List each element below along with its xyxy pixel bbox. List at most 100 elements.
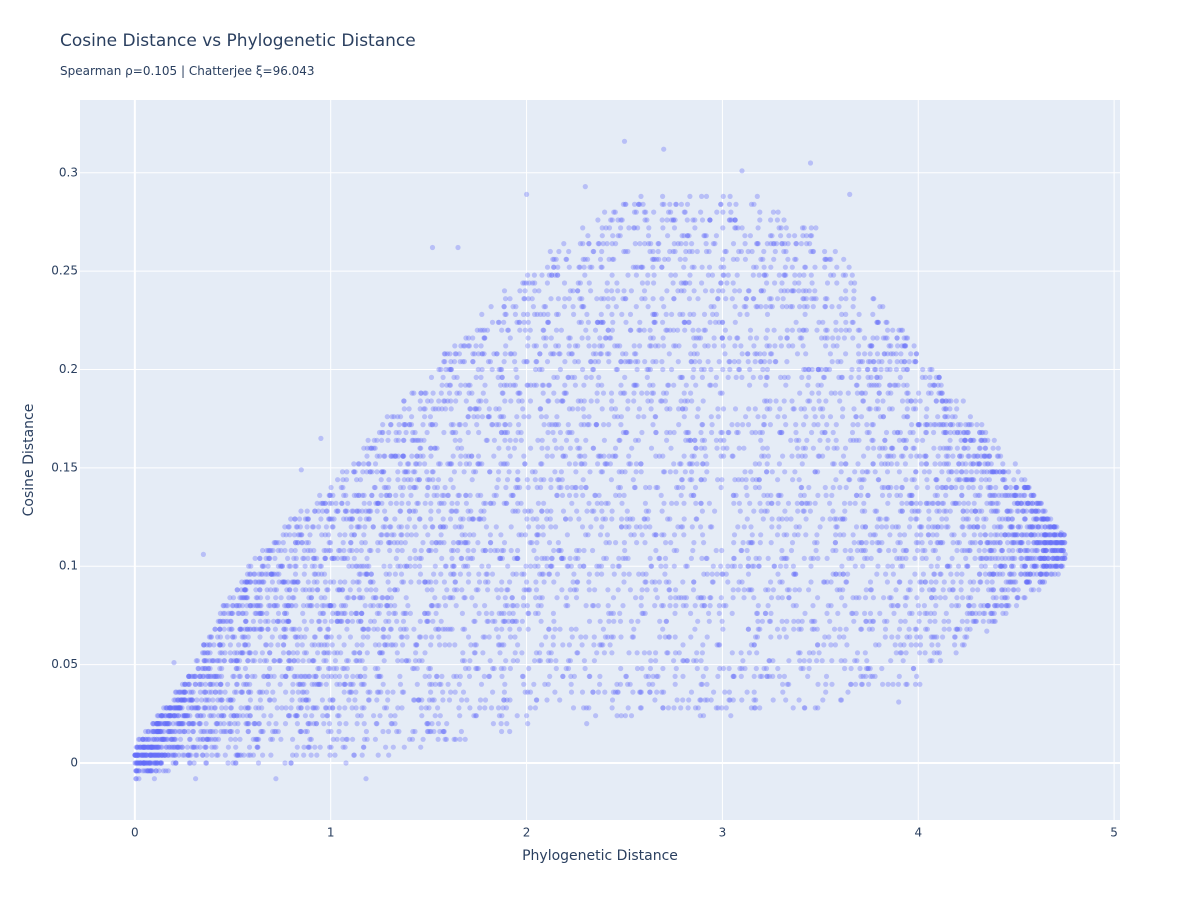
data-point bbox=[507, 634, 514, 640]
data-point bbox=[507, 453, 513, 459]
data-point bbox=[669, 366, 675, 373]
data-point bbox=[481, 516, 487, 522]
data-point bbox=[355, 713, 361, 719]
data-point bbox=[540, 327, 546, 333]
data-point bbox=[737, 563, 744, 569]
data-point bbox=[876, 390, 882, 396]
data-point bbox=[575, 280, 581, 286]
data-point bbox=[540, 524, 546, 530]
data-point bbox=[399, 634, 405, 640]
data-point bbox=[605, 587, 611, 593]
x-tick-label: 0 bbox=[131, 826, 139, 840]
data-point bbox=[524, 713, 530, 719]
data-point bbox=[303, 626, 309, 632]
data-point bbox=[408, 477, 414, 483]
data-point bbox=[921, 469, 928, 475]
data-point bbox=[282, 579, 288, 585]
data-point bbox=[923, 500, 929, 506]
data-point bbox=[228, 705, 234, 711]
data-point bbox=[893, 587, 899, 593]
data-point bbox=[590, 689, 596, 695]
data-point bbox=[283, 673, 289, 680]
data-point bbox=[310, 524, 316, 530]
data-point bbox=[895, 429, 901, 436]
data-point bbox=[650, 359, 656, 365]
data-point bbox=[546, 650, 552, 656]
data-point bbox=[398, 634, 404, 640]
data-point bbox=[834, 280, 840, 286]
data-point bbox=[862, 595, 869, 601]
data-point bbox=[364, 650, 370, 656]
data-point bbox=[247, 697, 253, 703]
data-point bbox=[273, 728, 279, 735]
data-point bbox=[301, 744, 307, 750]
data-point bbox=[740, 422, 746, 428]
data-point bbox=[716, 610, 722, 617]
data-point bbox=[411, 390, 417, 396]
data-point bbox=[365, 437, 371, 443]
data-point bbox=[1006, 469, 1012, 475]
data-point bbox=[684, 217, 690, 223]
data-point bbox=[283, 532, 289, 538]
data-point bbox=[442, 484, 448, 491]
data-point bbox=[461, 563, 467, 569]
data-point bbox=[829, 658, 835, 664]
data-point bbox=[922, 650, 928, 656]
data-point bbox=[451, 469, 457, 475]
data-point bbox=[740, 658, 746, 664]
data-point bbox=[894, 555, 900, 562]
data-point bbox=[237, 736, 243, 742]
data-point bbox=[790, 406, 796, 412]
data-point bbox=[354, 642, 360, 648]
data-point bbox=[411, 697, 417, 703]
data-point bbox=[140, 752, 146, 758]
data-point bbox=[682, 469, 688, 475]
data-point bbox=[569, 500, 575, 506]
data-point bbox=[713, 547, 719, 554]
data-point bbox=[772, 343, 778, 349]
data-point bbox=[384, 642, 390, 648]
data-point bbox=[554, 414, 560, 420]
data-point bbox=[517, 288, 523, 294]
data-point bbox=[401, 406, 407, 412]
data-point bbox=[956, 540, 963, 546]
data-point bbox=[708, 414, 714, 420]
x-axis-title: Phylogenetic Distance bbox=[522, 848, 678, 864]
data-point bbox=[667, 603, 673, 609]
data-point bbox=[682, 398, 688, 404]
data-point bbox=[856, 311, 862, 317]
data-point bbox=[583, 532, 589, 538]
data-point bbox=[264, 610, 270, 617]
data-point bbox=[719, 335, 725, 341]
data-point bbox=[584, 311, 590, 317]
data-point bbox=[446, 390, 453, 396]
data-point bbox=[552, 437, 558, 443]
data-point bbox=[728, 217, 735, 223]
data-point bbox=[412, 524, 418, 530]
data-point bbox=[233, 665, 239, 672]
data-point bbox=[267, 650, 273, 656]
data-point bbox=[761, 351, 768, 357]
data-point bbox=[770, 673, 776, 680]
data-point bbox=[549, 453, 555, 459]
data-point bbox=[676, 650, 682, 656]
data-point bbox=[660, 319, 666, 325]
data-point bbox=[411, 665, 417, 672]
data-point bbox=[407, 555, 413, 562]
data-point bbox=[544, 264, 551, 270]
data-point bbox=[683, 437, 689, 443]
data-point bbox=[270, 689, 276, 695]
data-point bbox=[302, 728, 308, 735]
data-point bbox=[208, 689, 215, 695]
data-point bbox=[793, 241, 799, 247]
data-point bbox=[467, 658, 473, 664]
data-point bbox=[862, 524, 869, 530]
data-point bbox=[621, 571, 627, 577]
data-point bbox=[783, 555, 789, 562]
data-point bbox=[193, 658, 199, 664]
data-point bbox=[418, 555, 424, 562]
data-point bbox=[671, 225, 678, 231]
data-point bbox=[715, 705, 721, 711]
data-point bbox=[344, 665, 350, 672]
chart-subtitle: Spearman ρ=0.105 | Chatterjee ξ=96.043 bbox=[60, 64, 315, 78]
